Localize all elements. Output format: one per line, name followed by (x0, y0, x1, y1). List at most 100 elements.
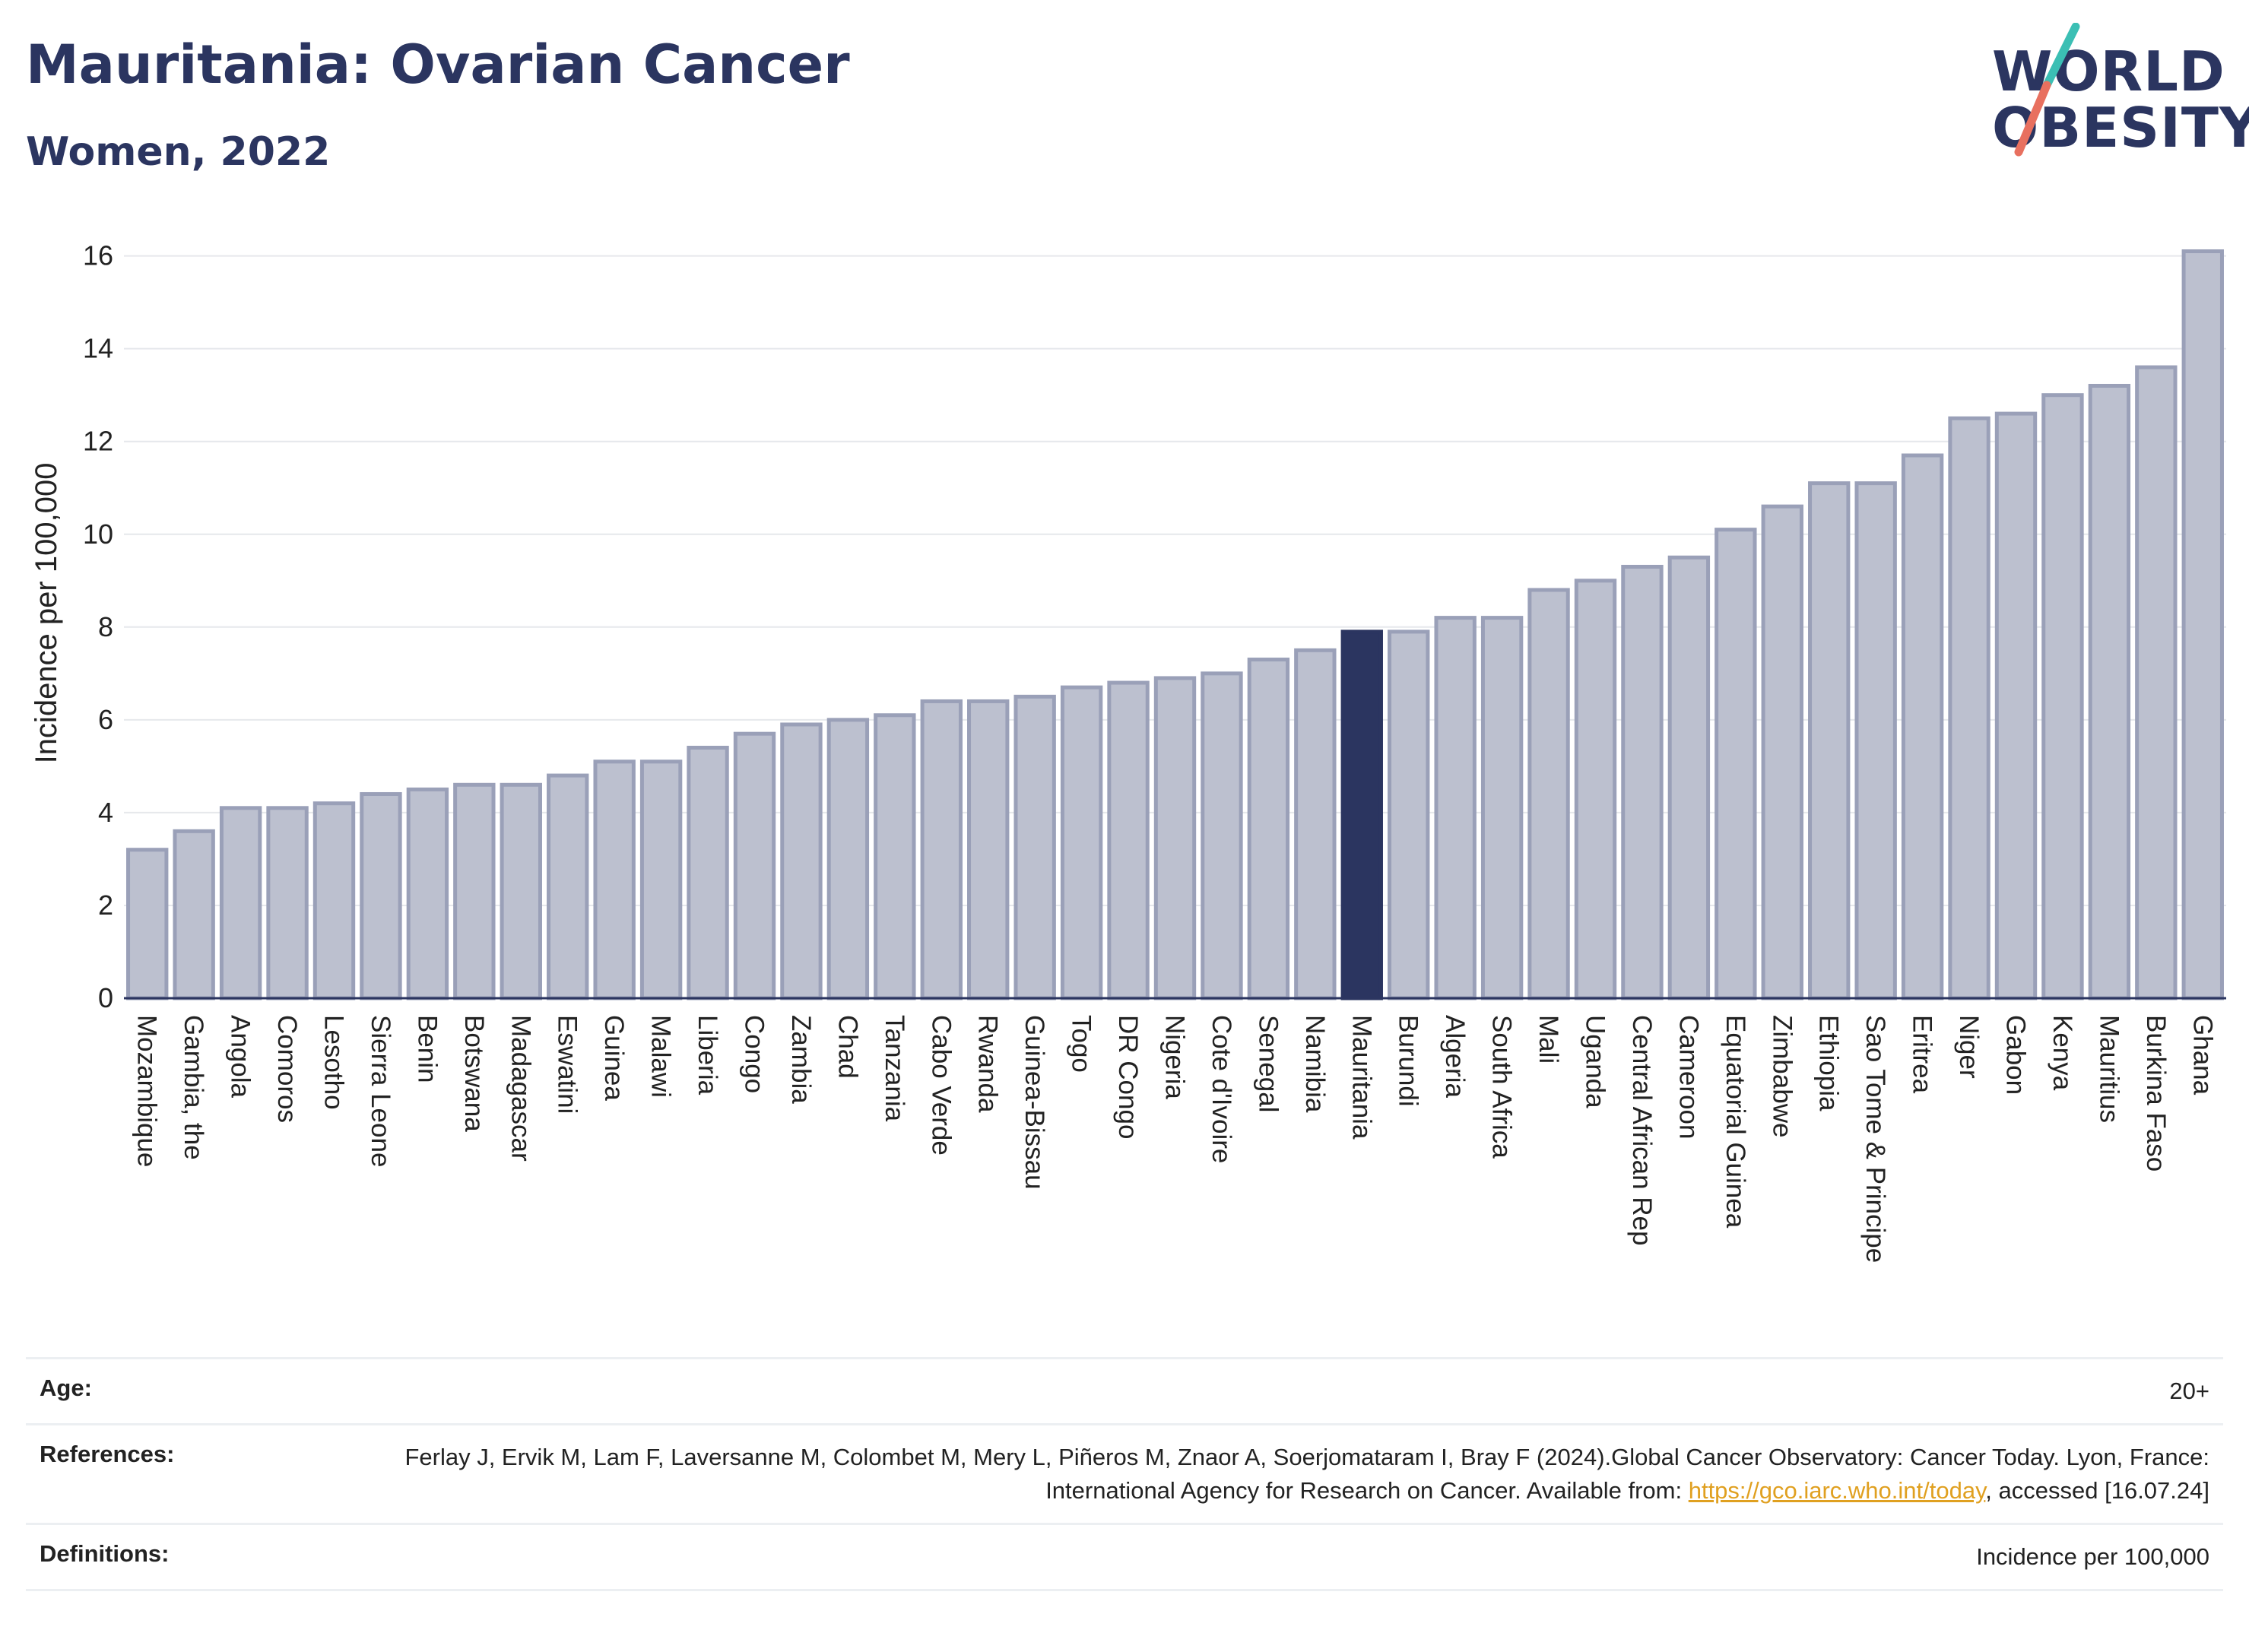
bar (547, 773, 589, 1000)
y-tick-label: 12 (83, 426, 113, 457)
x-tick-label: Sierra Leone (366, 1015, 395, 1167)
bar (1808, 481, 1851, 1000)
world-obesity-logo: WORLD OBESITY (1977, 23, 2249, 160)
x-tick-label: Guinea-Bissau (1020, 1015, 1049, 1190)
x-tick-label: Gabon (2001, 1015, 2031, 1095)
bar (1107, 680, 1150, 1000)
x-tick-label: Kenya (2048, 1015, 2077, 1091)
bar (1854, 481, 1897, 1000)
y-axis-label: Incidence per 100,000 (30, 463, 63, 764)
logo-slash-icon (2014, 23, 2080, 157)
age-label: Age: (40, 1375, 92, 1401)
x-tick-label: Eritrea (1908, 1015, 1937, 1094)
references-label: References: (40, 1441, 175, 1467)
x-tick-label: Togo (1067, 1015, 1096, 1073)
bar (826, 718, 870, 1000)
page-subtitle: Women, 2022 (26, 129, 331, 175)
x-tick-label: Central African Rep (1627, 1015, 1657, 1245)
bar (266, 806, 309, 1000)
bar (1247, 658, 1290, 1000)
age-value: 20+ (2169, 1378, 2209, 1404)
x-tick-label: Sao Tome & Principe (1860, 1015, 1890, 1263)
x-tick-label: Botswana (459, 1015, 489, 1132)
x-tick-label: Guinea (599, 1015, 629, 1101)
x-tick-label: Madagascar (506, 1015, 535, 1162)
page-title: Mauritania: Ovarian Cancer (26, 33, 850, 96)
x-tick-label: Chad (833, 1015, 862, 1079)
bar (406, 787, 449, 1000)
definitions-label: Definitions: (40, 1540, 170, 1567)
bar (593, 759, 636, 1000)
footer-table: Age: 20+ References: Ferlay J, Ervik M, … (26, 1357, 2223, 1591)
x-tick-label: Niger (1954, 1015, 1984, 1079)
bar (1994, 411, 2038, 1000)
x-tick-label: Cabo Verde (926, 1015, 956, 1156)
footer-row-references: References: Ferlay J, Ervik M, Lam F, La… (26, 1423, 2223, 1523)
bar (1667, 555, 1711, 1000)
x-tick-label: Gambia, the (179, 1015, 208, 1160)
bar (1153, 676, 1197, 1000)
bar (126, 848, 169, 1000)
x-tick-label: Algeria (1440, 1015, 1470, 1098)
bar (219, 806, 262, 1000)
x-tick-label: Tanzania (880, 1015, 909, 1122)
bar (967, 699, 1010, 1000)
logo-line-1: WORLD (1992, 40, 2225, 103)
y-tick-label: 16 (83, 240, 113, 271)
bar (1060, 685, 1103, 1000)
x-tick-label: Nigeria (1160, 1015, 1190, 1099)
x-tick-label: Mozambique (132, 1015, 162, 1167)
x-tick-label: South Africa (1487, 1015, 1517, 1159)
x-tick-label: Lesotho (319, 1015, 349, 1110)
bar (733, 731, 776, 1000)
references-value: Ferlay J, Ervik M, Lam F, Laversanne M, … (347, 1441, 2209, 1508)
x-tick-label: Rwanda (973, 1015, 1003, 1113)
bar (1201, 671, 1243, 1000)
x-tick-label: Mauritania (1347, 1015, 1376, 1140)
bar (1715, 528, 1757, 1000)
y-tick-label: 14 (83, 333, 113, 364)
bar (687, 745, 729, 1000)
x-tick-label: DR Congo (1113, 1015, 1143, 1139)
x-tick-label: Cameroon (1673, 1015, 1703, 1139)
footer-row-definitions: Definitions: Incidence per 100,000 (26, 1523, 2223, 1591)
x-tick-label: Senegal (1253, 1015, 1283, 1112)
x-tick-label: Namibia (1300, 1015, 1330, 1113)
bar (1901, 453, 1944, 1000)
bar (920, 699, 963, 1000)
bar (1434, 616, 1477, 1000)
x-tick-label: Burkina Faso (2141, 1015, 2171, 1172)
x-tick-label: Eswatini (553, 1015, 582, 1114)
bar (1527, 588, 1570, 1000)
x-tick-label: Ethiopia (1814, 1015, 1844, 1111)
x-tick-label: Liberia (693, 1015, 722, 1096)
bar (780, 722, 823, 1000)
y-tick-label: 4 (98, 797, 113, 828)
y-tick-label: 0 (98, 982, 113, 1013)
bar (2041, 393, 2084, 1000)
x-tick-label: Ghana (2187, 1015, 2217, 1096)
bar (1574, 579, 1617, 1000)
bar (2181, 249, 2224, 1000)
x-tick-label: Mali (1534, 1015, 1563, 1064)
x-tick-label: Cote d'Ivoire (1207, 1015, 1236, 1163)
footer-row-age: Age: 20+ (26, 1357, 2223, 1423)
references-text-2: , accessed [16.07.24] (1985, 1477, 2209, 1504)
x-tick-label: Benin (412, 1015, 442, 1083)
bar (500, 782, 542, 1000)
x-tick-label: Malawi (646, 1015, 676, 1098)
bar (312, 801, 356, 1000)
y-tick-label: 10 (83, 518, 113, 550)
y-tick-label: 2 (98, 889, 113, 921)
bar-chart: 0 2 4 6 8 10 12 14 16 Incidence per 100,000 Mozamb… (30, 240, 2226, 1263)
x-tick-label: Uganda (1581, 1015, 1610, 1108)
x-tick-label: Comoros (272, 1015, 302, 1123)
bar (173, 829, 215, 1000)
bar (1761, 504, 1803, 1000)
x-tick-label: Zimbabwe (1767, 1015, 1797, 1137)
y-tick-label: 6 (98, 704, 113, 735)
bar (360, 791, 402, 1000)
references-link[interactable]: https://gco.iarc.who.int/today (1688, 1477, 1986, 1504)
bar (1294, 648, 1337, 1000)
bar (1013, 694, 1056, 1000)
